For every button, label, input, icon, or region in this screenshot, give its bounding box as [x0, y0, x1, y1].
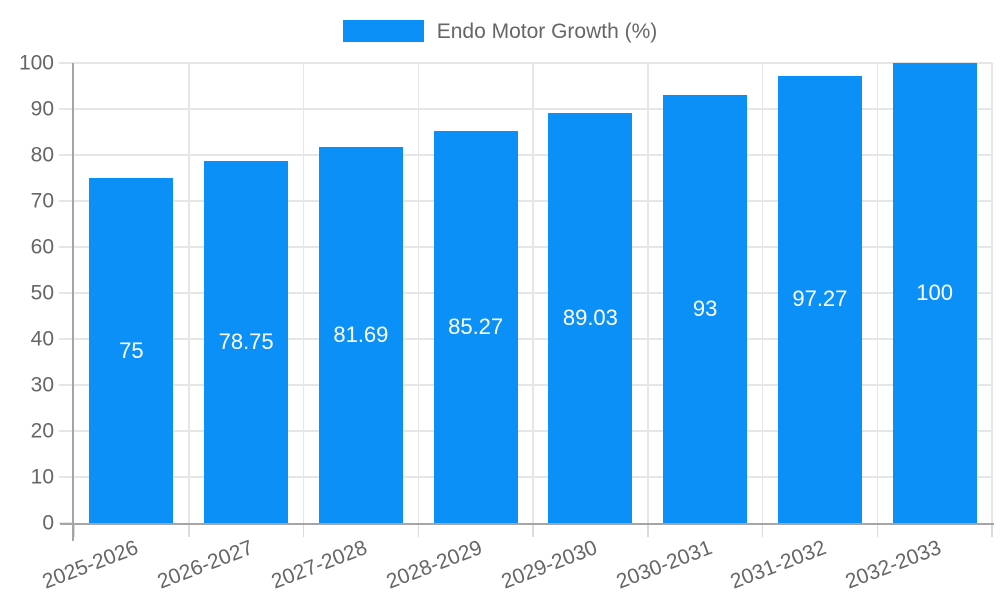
v-gridline	[647, 63, 649, 523]
y-tick-label: 20	[30, 419, 54, 443]
y-tick-label: 50	[30, 281, 54, 305]
x-tick-mark	[73, 523, 75, 537]
legend-label: Endo Motor Growth (%)	[436, 19, 658, 43]
y-tick-mark	[59, 108, 74, 110]
y-tick-label: 60	[30, 235, 54, 259]
bar-value-label: 89.03	[562, 305, 618, 331]
x-tick-label: 2028-2029	[383, 536, 486, 594]
y-tick-mark	[59, 430, 74, 432]
bar-value-label: 93	[692, 296, 718, 322]
y-tick-label: 40	[30, 327, 54, 351]
y-tick-mark	[59, 476, 74, 478]
bar-value-label: 78.75	[218, 328, 274, 354]
bar-2025-2026[interactable]	[89, 178, 174, 523]
y-tick-label: 10	[30, 465, 54, 489]
x-tick-label: 2025-2026	[39, 536, 142, 594]
bar-2027-2028[interactable]	[318, 147, 403, 523]
bar-2030-2031[interactable]	[663, 95, 748, 523]
x-tick-mark	[417, 523, 419, 537]
y-tick-label: 30	[30, 373, 54, 397]
bar-2031-2032[interactable]	[777, 75, 862, 523]
y-tick-mark	[59, 62, 74, 64]
x-axis-line	[60, 523, 994, 525]
y-tick-mark	[59, 154, 74, 156]
x-tick-mark	[991, 523, 993, 537]
x-tick-mark	[302, 523, 305, 537]
x-tick-label: 2027-2028	[268, 536, 371, 594]
legend-item[interactable]: Endo Motor Growth (%)	[342, 19, 658, 43]
y-tick-label: 80	[30, 143, 54, 167]
bar-2032-2033[interactable]	[892, 63, 977, 523]
plot-area: 75 78.75 81.69 85.27 89.03 93 97.27 100 0 10 20 30…	[19, 53, 994, 594]
y-tick-label: 70	[30, 189, 54, 213]
x-tick-label: 2030-2031	[613, 536, 716, 594]
bar-value-label: 100	[916, 280, 953, 305]
x-tick-label: 2031-2032	[727, 536, 830, 594]
v-gridline	[991, 63, 993, 523]
v-gridline	[532, 63, 534, 523]
bar-2029-2030[interactable]	[548, 113, 633, 523]
v-gridline	[188, 63, 190, 523]
x-tick-label: 2032-2033	[842, 536, 945, 594]
bar-2028-2029[interactable]	[433, 130, 518, 523]
y-axis-line	[72, 63, 74, 541]
x-tick-mark	[532, 523, 534, 537]
v-gridline	[302, 63, 305, 523]
v-gridline	[761, 63, 764, 523]
v-gridline	[417, 63, 419, 523]
y-tick-label: 100	[18, 51, 54, 75]
bar-value-label: 85.27	[448, 313, 504, 339]
y-tick-label: 90	[30, 97, 54, 121]
x-tick-label: 2026-2027	[154, 536, 257, 594]
legend-swatch	[342, 20, 424, 42]
y-tick-mark	[59, 246, 74, 248]
y-tick-mark	[59, 200, 74, 202]
y-tick-mark	[59, 292, 74, 294]
y-tick-label: 0	[42, 511, 54, 535]
v-gridline	[876, 63, 878, 523]
bar-value-label: 81.69	[333, 322, 389, 348]
bar-value-label: 75	[119, 337, 144, 363]
bar-value-label: 97.27	[792, 286, 848, 312]
y-tick-mark	[59, 384, 74, 386]
legend: Endo Motor Growth (%)	[0, 20, 1000, 42]
x-tick-mark	[188, 523, 190, 537]
y-tick-mark	[59, 338, 74, 340]
x-tick-mark	[876, 523, 878, 537]
x-tick-mark	[761, 523, 764, 537]
x-tick-mark	[647, 523, 649, 537]
bar-2026-2027[interactable]	[204, 160, 289, 523]
x-tick-label: 2029-2030	[498, 536, 601, 594]
